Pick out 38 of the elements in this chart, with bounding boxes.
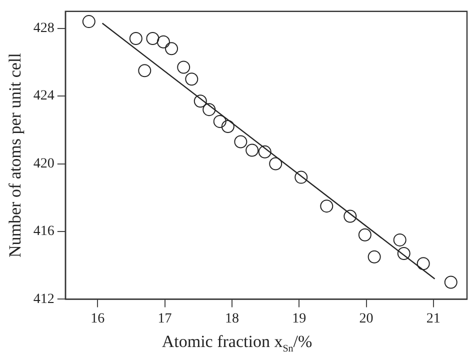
y-tick-label: 412 [33, 292, 54, 307]
x-tick-label: 17 [158, 311, 172, 326]
point [320, 200, 334, 213]
x-axis-title: Atomic fraction x$_{Sn}$/% [160, 332, 314, 354]
x-tick-label: 18 [224, 311, 239, 326]
point [368, 250, 381, 264]
point [185, 72, 198, 86]
point [213, 114, 226, 128]
point [397, 246, 410, 260]
x-tick-label: 19 [292, 311, 306, 326]
point [146, 32, 160, 45]
point [344, 210, 357, 223]
point [82, 15, 96, 28]
point [444, 276, 458, 289]
x-tick-label: 20 [359, 311, 374, 326]
point [138, 64, 152, 78]
point [165, 42, 178, 56]
point [294, 170, 308, 184]
point [156, 35, 170, 48]
point [258, 145, 272, 158]
point [416, 257, 430, 270]
x-tick-label: 16 [90, 311, 105, 326]
point [358, 228, 372, 242]
point [393, 233, 406, 246]
point [234, 135, 248, 148]
y-axis-title: Number of atoms per unit cell [6, 52, 25, 258]
point [202, 103, 216, 116]
y-tick-label: 416 [33, 224, 54, 240]
point [194, 94, 207, 108]
point [177, 60, 190, 74]
y-tick-label: 424 [33, 88, 54, 104]
x-tick-label: 21 [426, 311, 440, 326]
point [269, 157, 282, 170]
point [221, 120, 234, 134]
point [129, 32, 142, 45]
point [246, 144, 259, 157]
y-tick-label: 428 [33, 21, 54, 36]
y-tick-label: 420 [33, 156, 54, 172]
